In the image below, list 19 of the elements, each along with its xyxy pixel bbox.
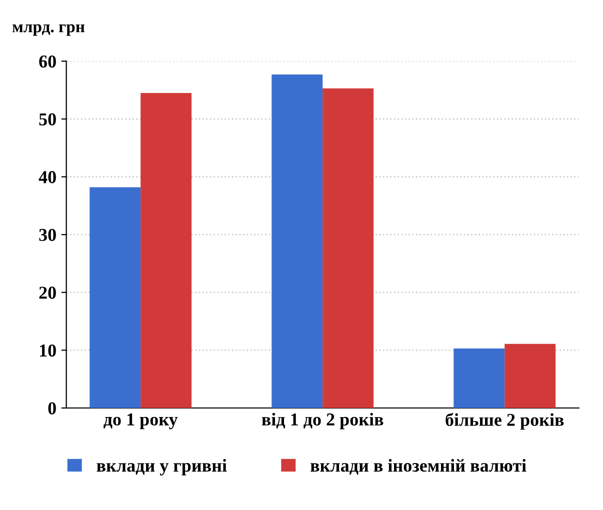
bar bbox=[90, 187, 141, 408]
bar bbox=[454, 348, 505, 408]
legend-label: вклади в іноземній валюті bbox=[310, 459, 526, 475]
bar bbox=[322, 88, 374, 408]
bar bbox=[504, 344, 556, 408]
x-tick-label: більше 2 років bbox=[446, 412, 564, 430]
x-tick-label: від 1 до 2 років bbox=[262, 412, 384, 430]
y-tick-label: 0 bbox=[48, 402, 56, 414]
y-tick-label: 40 bbox=[38, 171, 56, 184]
y-tick-label: 50 bbox=[39, 113, 56, 126]
bar bbox=[140, 92, 192, 408]
y-tick-label: 10 bbox=[40, 344, 56, 357]
x-tick-label: до 1 року bbox=[104, 413, 178, 430]
bar bbox=[272, 74, 323, 408]
y-tick-label: 60 bbox=[39, 55, 56, 68]
y-tick-label: 30 bbox=[39, 228, 56, 242]
legend-label: вклади у гривні bbox=[96, 459, 227, 476]
y-axis-title: млрд. грн bbox=[12, 24, 85, 36]
y-tick-label: 20 bbox=[39, 286, 56, 299]
